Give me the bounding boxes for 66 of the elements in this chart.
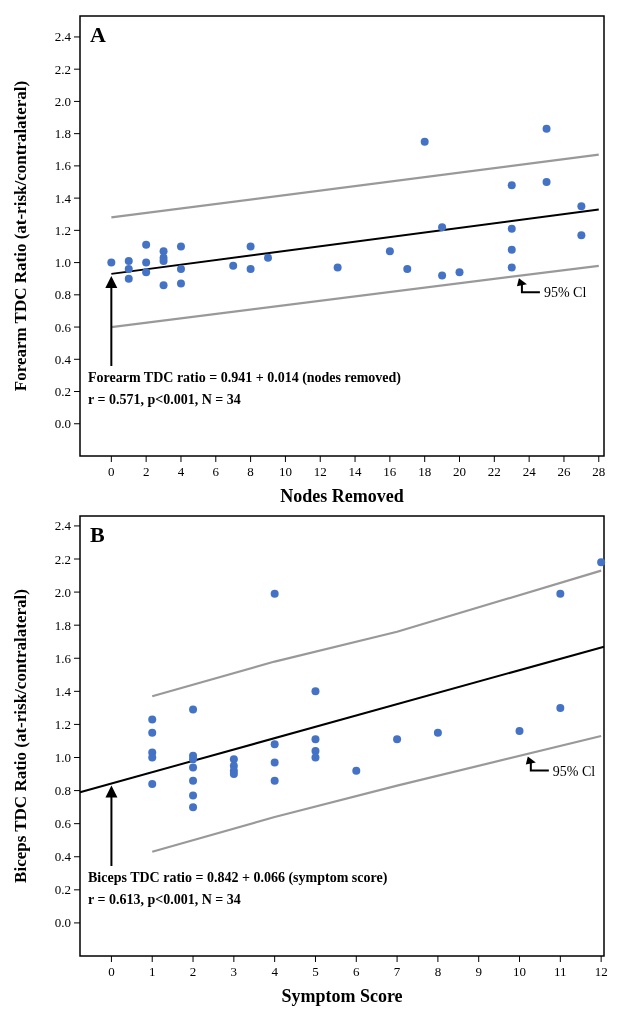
x-tick-label: 7 xyxy=(393,964,401,979)
x-tick-label: 4 xyxy=(177,464,185,479)
x-tick-label: 16 xyxy=(383,464,397,479)
y-tick-label: 0.8 xyxy=(54,287,71,303)
y-tick-label: 1.6 xyxy=(54,158,72,174)
y-tick-label: 1.8 xyxy=(54,617,71,633)
x-tick-label: 0 xyxy=(108,464,115,479)
x-tick-label: 18 xyxy=(418,464,432,479)
x-tick-label: 6 xyxy=(212,464,220,479)
x-tick-label: 0 xyxy=(108,964,115,979)
annotation: Forearm TDC ratio = 0.941 + 0.014 (nodes removed) xyxy=(88,370,402,386)
annotation: r = 0.571, p<0.001, N = 34 xyxy=(88,392,241,407)
annotation: A xyxy=(90,22,106,47)
y-tick-label: 1.8 xyxy=(54,126,71,142)
y-tick-label: 0.4 xyxy=(54,351,72,367)
y-tick-label: 0.2 xyxy=(54,882,71,898)
y-tick-label: 1.6 xyxy=(54,650,72,666)
y-tick-label: 0.6 xyxy=(54,816,72,832)
x-tick-label: 2 xyxy=(142,464,150,479)
y-tick-label: 0.0 xyxy=(54,416,71,432)
annotation: r = 0.613, p<0.001, N = 34 xyxy=(88,892,241,907)
x-tick-label: 20 xyxy=(453,464,467,479)
x-tick-label: 1 xyxy=(148,964,156,979)
y-tick-label: 2.4 xyxy=(54,29,72,45)
x-tick-label: 12 xyxy=(594,964,608,979)
x-tick-label: 8 xyxy=(434,964,442,979)
y-tick-label: 0.6 xyxy=(54,319,72,335)
y-tick-label: 2.0 xyxy=(54,584,71,600)
annotation: B xyxy=(90,522,105,547)
x-axis-title: Nodes Removed xyxy=(280,486,404,506)
x-tick-label: 28 xyxy=(592,464,606,479)
x-tick-label: 8 xyxy=(247,464,254,479)
y-tick-label: 1.4 xyxy=(54,683,72,699)
y-tick-label: 1.0 xyxy=(54,255,71,271)
y-tick-label: 0.8 xyxy=(54,783,71,799)
x-tick-label: 4 xyxy=(271,964,279,979)
x-axis-title: Symptom Score xyxy=(281,986,403,1006)
y-tick-label: 2.0 xyxy=(54,93,71,109)
y-tick-label: 0.2 xyxy=(54,384,71,400)
y-tick-label: 0.0 xyxy=(54,915,71,931)
y-tick-label: 1.0 xyxy=(54,750,71,765)
x-tick-label: 2 xyxy=(189,964,197,979)
x-tick-label: 10 xyxy=(513,964,527,979)
x-tick-label: 22 xyxy=(487,464,501,479)
x-tick-label: 5 xyxy=(312,964,319,979)
x-tick-label: 14 xyxy=(348,464,363,479)
x-tick-label: 12 xyxy=(313,464,327,479)
y-tick-label: 2.2 xyxy=(54,61,71,77)
x-tick-label: 6 xyxy=(353,964,361,979)
x-tick-label: 9 xyxy=(475,964,482,979)
annotation: 95% Cl xyxy=(543,285,587,301)
x-tick-label: 11 xyxy=(554,964,567,979)
y-tick-label: 0.4 xyxy=(54,849,72,865)
annotation: 95% Cl xyxy=(552,763,596,779)
y-axis-title: Forearm TDC Ratio (at-risk/contralateral) xyxy=(11,80,30,392)
annotation: Biceps TDC ratio = 0.842 + 0.066 (symptom score) xyxy=(88,870,388,886)
y-axis-title: Biceps TDC Ratio (at-risk/contralateral) xyxy=(11,589,30,883)
y-tick-label: 2.2 xyxy=(54,551,71,567)
x-tick-label: 10 xyxy=(278,464,292,479)
x-tick-label: 24 xyxy=(522,464,537,479)
y-tick-label: 1.2 xyxy=(54,222,71,238)
x-tick-label: 26 xyxy=(557,464,571,479)
y-tick-label: 1.4 xyxy=(54,190,72,206)
y-tick-label: 2.4 xyxy=(54,518,72,534)
y-tick-label: 1.2 xyxy=(54,716,71,732)
x-tick-label: 3 xyxy=(230,964,238,979)
